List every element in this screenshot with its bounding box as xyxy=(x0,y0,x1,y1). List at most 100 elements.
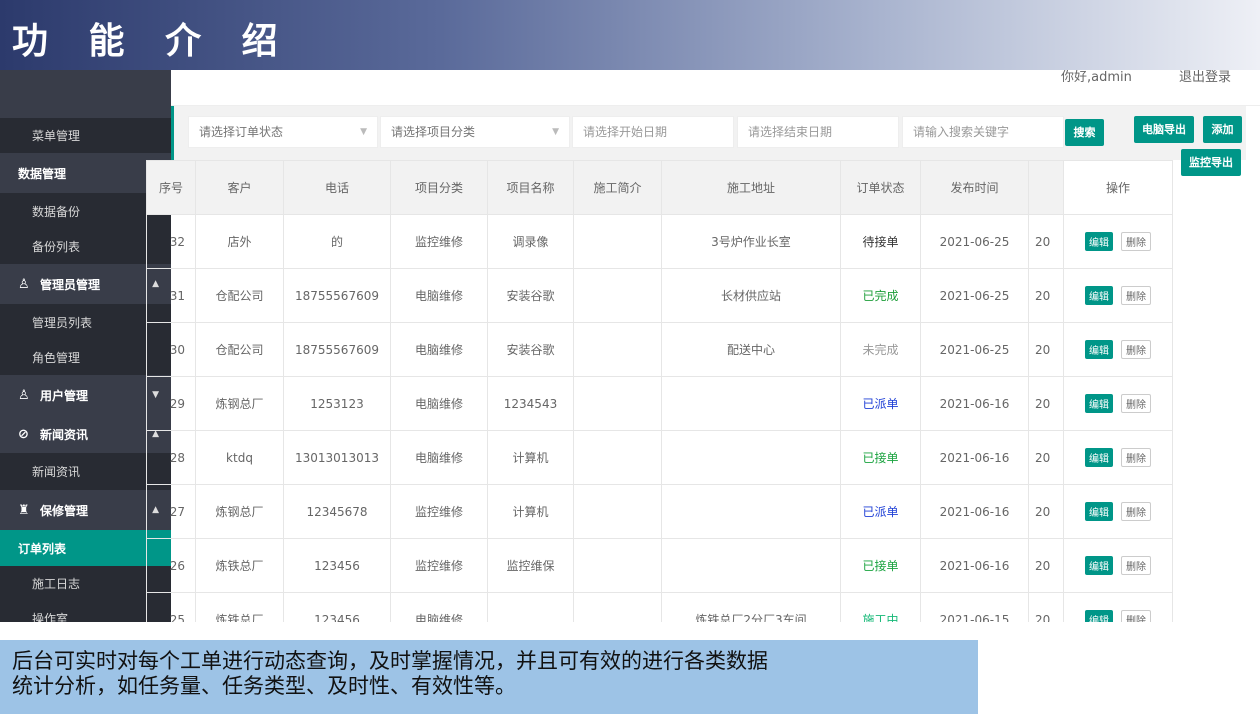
edit-button[interactable]: 编辑 xyxy=(1085,502,1113,521)
table-cell: 监控维修 xyxy=(390,538,488,593)
sidebar-item[interactable]: 菜单管理 xyxy=(0,118,171,153)
delete-button[interactable]: 删除 xyxy=(1121,556,1151,575)
sidebar-item-label: 管理员管理 xyxy=(40,277,101,292)
status-cell: 已派单 xyxy=(840,376,921,431)
delete-button[interactable]: 删除 xyxy=(1121,286,1151,305)
caption-line-2: 统计分析，如任务量、任务类型、及时性、有效性等。 xyxy=(12,674,516,698)
column-header: 项目分类 xyxy=(390,160,488,215)
table-cell: 长材供应站 xyxy=(661,268,841,323)
delete-button[interactable]: 删除 xyxy=(1121,610,1151,622)
caption: 后台可实时对每个工单进行动态查询，及时掌握情况，并且可有效的进行各类数据 统计分… xyxy=(0,640,978,714)
add-button[interactable]: 添加 xyxy=(1203,116,1242,143)
order-status-select[interactable]: 请选择订单状态 ▼ xyxy=(188,116,378,148)
table-cell: 20 xyxy=(1028,214,1064,269)
table-cell xyxy=(573,538,662,593)
delete-button[interactable]: 删除 xyxy=(1121,502,1151,521)
banner-title: 功 能 介 绍 xyxy=(12,21,292,62)
status-cell: 已接单 xyxy=(840,538,921,593)
table-cell: 2021-06-25 xyxy=(920,268,1029,323)
table-cell: 2021-06-16 xyxy=(920,376,1029,431)
edit-button[interactable]: 编辑 xyxy=(1085,232,1113,251)
edit-button[interactable]: 编辑 xyxy=(1085,556,1113,575)
table-cell: 3号炉作业长室 xyxy=(661,214,841,269)
export-pc-button[interactable]: 电脑导出 xyxy=(1134,116,1194,143)
export-monitor-button[interactable]: 监控导出 xyxy=(1181,149,1241,176)
category-select[interactable]: 请选择项目分类 ▼ xyxy=(380,116,570,148)
table-cell: 20 xyxy=(1028,592,1064,622)
status-cell: 待接单 xyxy=(840,214,921,269)
sidebar-item-label: 保修管理 xyxy=(40,503,89,518)
column-header: 操作 xyxy=(1063,160,1173,215)
table-cell: 电脑维修 xyxy=(390,376,488,431)
sidebar: 菜单管理数据管理▲数据备份备份列表♙管理员管理▲管理员列表角色管理♙用户管理▼⊘… xyxy=(0,70,171,622)
delete-button[interactable]: 删除 xyxy=(1121,232,1151,251)
sidebar-item[interactable]: 订单列表 xyxy=(0,530,171,566)
table-cell xyxy=(661,538,841,593)
sidebar-item-label: 备份列表 xyxy=(32,240,81,254)
table-cell: 12345678 xyxy=(283,484,391,539)
search-button[interactable]: 搜索 xyxy=(1065,119,1104,146)
table-cell: 配送中心 xyxy=(661,322,841,377)
table-cell: 2021-06-16 xyxy=(920,484,1029,539)
table-cell xyxy=(573,484,662,539)
actions-cell: 编辑 删除 xyxy=(1063,268,1173,323)
delete-button[interactable]: 删除 xyxy=(1121,448,1151,467)
column-header: 电话 xyxy=(283,160,391,215)
start-date-input[interactable]: 请选择开始日期 xyxy=(572,116,734,148)
table-row: 31 仓配公司 18755567609 电脑维修 安装谷歌 长材供应站 已完成 2021-06… xyxy=(146,268,1173,323)
table-cell: 13013013013 xyxy=(283,430,391,485)
logout-link[interactable]: 退出登录 xyxy=(1179,70,1232,85)
sidebar-item[interactable]: 数据备份 xyxy=(0,193,171,229)
keyword-input[interactable]: 请输入搜索关键字 xyxy=(902,116,1064,148)
table-cell: 监控维保 xyxy=(487,538,574,593)
status-cell: 已派单 xyxy=(840,484,921,539)
table-cell xyxy=(487,592,574,622)
table-cell: 的 xyxy=(283,214,391,269)
table-cell: 电脑维修 xyxy=(390,268,488,323)
greeting: 你好,admin xyxy=(1061,70,1132,85)
delete-button[interactable]: 删除 xyxy=(1121,340,1151,359)
table-cell: 31 xyxy=(146,268,196,323)
sidebar-item[interactable]: 管理员列表 xyxy=(0,304,171,340)
sidebar-item-label: 数据管理 xyxy=(18,166,67,181)
table-cell xyxy=(661,484,841,539)
table-cell: 电脑维修 xyxy=(390,430,488,485)
delete-button[interactable]: 删除 xyxy=(1121,394,1151,413)
table-cell: 2021-06-16 xyxy=(920,538,1029,593)
table-cell xyxy=(661,430,841,485)
edit-button[interactable]: 编辑 xyxy=(1085,610,1113,622)
sidebar-item[interactable]: 角色管理 xyxy=(0,340,171,375)
sidebar-item[interactable]: 新闻资讯 xyxy=(0,453,171,490)
table-cell: 2021-06-25 xyxy=(920,322,1029,377)
select-label: 请选择项目分类 xyxy=(391,125,476,139)
end-date-input[interactable]: 请选择结束日期 xyxy=(737,116,899,148)
table-cell: 20 xyxy=(1028,322,1064,377)
sidebar-item-label: 订单列表 xyxy=(18,541,67,556)
table-cell: 123456 xyxy=(283,592,391,622)
sidebar-item[interactable]: 备份列表 xyxy=(0,229,171,264)
edit-button[interactable]: 编辑 xyxy=(1085,340,1113,359)
table-row: 30 仓配公司 18755567609 电脑维修 安装谷歌 配送中心 未完成 2021-06-… xyxy=(146,322,1173,377)
table-cell: 20 xyxy=(1028,376,1064,431)
table-row: 27 炼钢总厂 12345678 监控维修 计算机 已派单 2021-06-16 20 编辑 删除 xyxy=(146,484,1173,539)
table-cell xyxy=(573,376,662,431)
edit-button[interactable]: 编辑 xyxy=(1085,448,1113,467)
table-cell: 1253123 xyxy=(283,376,391,431)
table-cell: 仓配公司 xyxy=(195,268,284,323)
sidebar-item[interactable]: 施工日志 xyxy=(0,566,171,601)
chevron-down-icon: ▼ xyxy=(360,127,367,137)
table-cell: 20 xyxy=(1028,268,1064,323)
table-cell: 18755567609 xyxy=(283,268,391,323)
table-cell: 20 xyxy=(1028,484,1064,539)
sidebar-item[interactable]: 操作室 xyxy=(0,601,171,622)
edit-button[interactable]: 编辑 xyxy=(1085,394,1113,413)
edit-button[interactable]: 编辑 xyxy=(1085,286,1113,305)
sidebar-item-label: 角色管理 xyxy=(32,351,81,365)
table-cell xyxy=(661,376,841,431)
table-cell: 炼钢总厂 xyxy=(195,484,284,539)
column-header: 客户 xyxy=(195,160,284,215)
actions-cell: 编辑 删除 xyxy=(1063,484,1173,539)
table-row: 25 炼铁总厂 123456 电脑维修 炼铁总厂2分厂3车间 施工中 2021-06-15 2… xyxy=(146,592,1173,622)
table-cell: 仓配公司 xyxy=(195,322,284,377)
table-cell: 123456 xyxy=(283,538,391,593)
